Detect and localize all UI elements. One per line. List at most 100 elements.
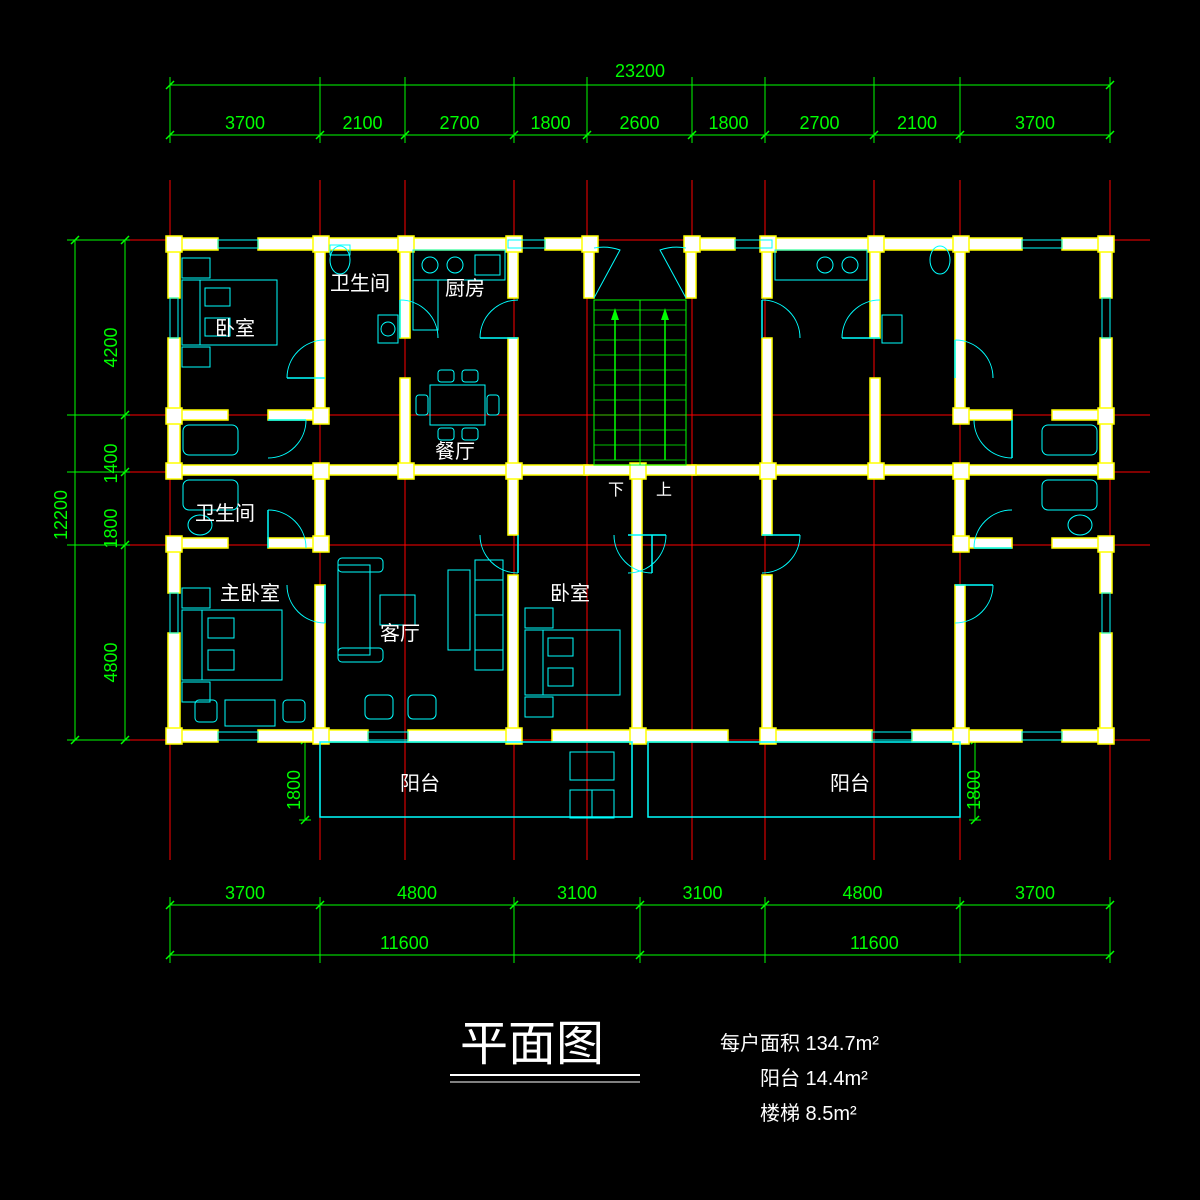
- dim-bot-seg: 3100: [683, 883, 723, 903]
- wall-segment: [953, 236, 969, 252]
- wall-segment: [962, 465, 1112, 475]
- label-kitchen: 厨房: [445, 277, 485, 300]
- wall-segment: [872, 238, 962, 250]
- label-bathroom1: 卫生间: [330, 272, 390, 295]
- balcony-right: [648, 742, 960, 817]
- dim-top-seg: 3700: [225, 113, 265, 133]
- label-balcony1: 阳台: [400, 772, 440, 795]
- wall-segment: [953, 408, 969, 424]
- wall-segment: [870, 378, 880, 475]
- wall-segment: [772, 238, 872, 250]
- wall-segment: [692, 465, 872, 475]
- sofa-icon: [338, 565, 370, 655]
- dim-top-seg: 2700: [800, 113, 840, 133]
- dim-top-seg: 2600: [620, 113, 660, 133]
- wall-segment: [642, 465, 696, 475]
- dim-balcony-l: 1800: [284, 770, 304, 810]
- dining-table-icon: [430, 385, 485, 425]
- dim-bot-right: 11600: [850, 933, 899, 953]
- drawing-title: 平面图: [460, 1018, 604, 1071]
- dim-bot-seg: 4800: [843, 883, 883, 903]
- wall-segment: [642, 730, 728, 742]
- label-bedroom1: 卧室: [215, 317, 255, 340]
- label-stair-up: 上: [656, 481, 672, 499]
- wall-segment: [318, 238, 408, 250]
- dim-top-seg: 2700: [440, 113, 480, 133]
- dim-top-seg: 1800: [709, 113, 749, 133]
- label-bedroom2: 卧室: [550, 582, 590, 605]
- wall-segment: [1098, 463, 1114, 479]
- dim-top-seg: 3700: [1015, 113, 1055, 133]
- wall-segment: [868, 236, 884, 252]
- wall-segment: [408, 465, 588, 475]
- wall-segment: [400, 238, 410, 338]
- label-balcony2: 阳台: [830, 772, 870, 795]
- dim-left-seg: 1800: [101, 508, 121, 548]
- dim-top-seg: 1800: [531, 113, 571, 133]
- wall-segment: [955, 238, 965, 418]
- wall-segment: [953, 536, 969, 552]
- wall-segment: [962, 238, 1022, 250]
- wall-segment: [258, 730, 318, 742]
- wall-segment: [313, 408, 329, 424]
- wall-segment: [166, 236, 182, 252]
- wall-segment: [318, 465, 408, 475]
- wall-segment: [955, 585, 965, 742]
- dim-bot-seg: 3700: [225, 883, 265, 903]
- wall-segment: [315, 585, 325, 742]
- wall-segment: [398, 463, 414, 479]
- wall-segment: [868, 463, 884, 479]
- label-bathroom2: 卫生间: [195, 502, 255, 525]
- wall-segment: [872, 465, 962, 475]
- info-balcony: 阳台 14.4m²: [760, 1067, 868, 1090]
- wall-segment: [168, 465, 318, 475]
- dim-left-total: 12200: [51, 490, 71, 540]
- wall-segment: [313, 463, 329, 479]
- floor-plan-drawing: 2320037002100270018002600180027002100370…: [0, 0, 1200, 1200]
- wall-segment: [166, 728, 182, 744]
- dim-balcony-r: 1800: [964, 770, 984, 810]
- wall-segment: [166, 463, 182, 479]
- info-area: 每户面积 134.7m²: [720, 1032, 879, 1055]
- wall-segment: [762, 475, 772, 535]
- wall-segment: [1100, 338, 1112, 413]
- wall-segment: [552, 730, 638, 742]
- dim-left-seg: 4800: [101, 642, 121, 682]
- wall-segment: [508, 575, 518, 742]
- info-stair: 楼梯 8.5m²: [760, 1102, 857, 1125]
- label-dining: 餐厅: [435, 440, 475, 463]
- wall-segment: [684, 236, 700, 252]
- wall-segment: [760, 236, 776, 252]
- label-stair-down: 下: [608, 482, 624, 499]
- wall-segment: [168, 338, 180, 413]
- label-living: 客厅: [380, 622, 420, 645]
- dim-bot-left: 11600: [380, 933, 429, 953]
- wall-segment: [953, 463, 969, 479]
- dim-top-total: 23200: [615, 61, 665, 81]
- wall-segment: [1100, 633, 1112, 742]
- wall-segment: [315, 238, 325, 418]
- wall-segment: [258, 238, 318, 250]
- wall-segment: [313, 236, 329, 252]
- wall-segment: [398, 236, 414, 252]
- wall-segment: [632, 475, 642, 742]
- wall-segment: [166, 536, 182, 552]
- wall-segment: [545, 238, 587, 250]
- wall-segment: [762, 338, 772, 475]
- dim-top-seg: 2100: [897, 113, 937, 133]
- wall-segment: [1098, 536, 1114, 552]
- wall-segment: [762, 575, 772, 742]
- wall-segment: [166, 408, 182, 424]
- wall-segment: [962, 730, 1022, 742]
- dim-left-seg: 4200: [101, 327, 121, 367]
- wall-segment: [582, 236, 598, 252]
- wall-segment: [508, 475, 518, 535]
- dim-bot-seg: 4800: [397, 883, 437, 903]
- wall-segment: [870, 238, 880, 338]
- wall-segment: [313, 536, 329, 552]
- wall-segment: [1098, 728, 1114, 744]
- wall-segment: [506, 463, 522, 479]
- wall-segment: [168, 633, 180, 742]
- wall-segment: [400, 378, 410, 475]
- dim-bot-seg: 3100: [557, 883, 597, 903]
